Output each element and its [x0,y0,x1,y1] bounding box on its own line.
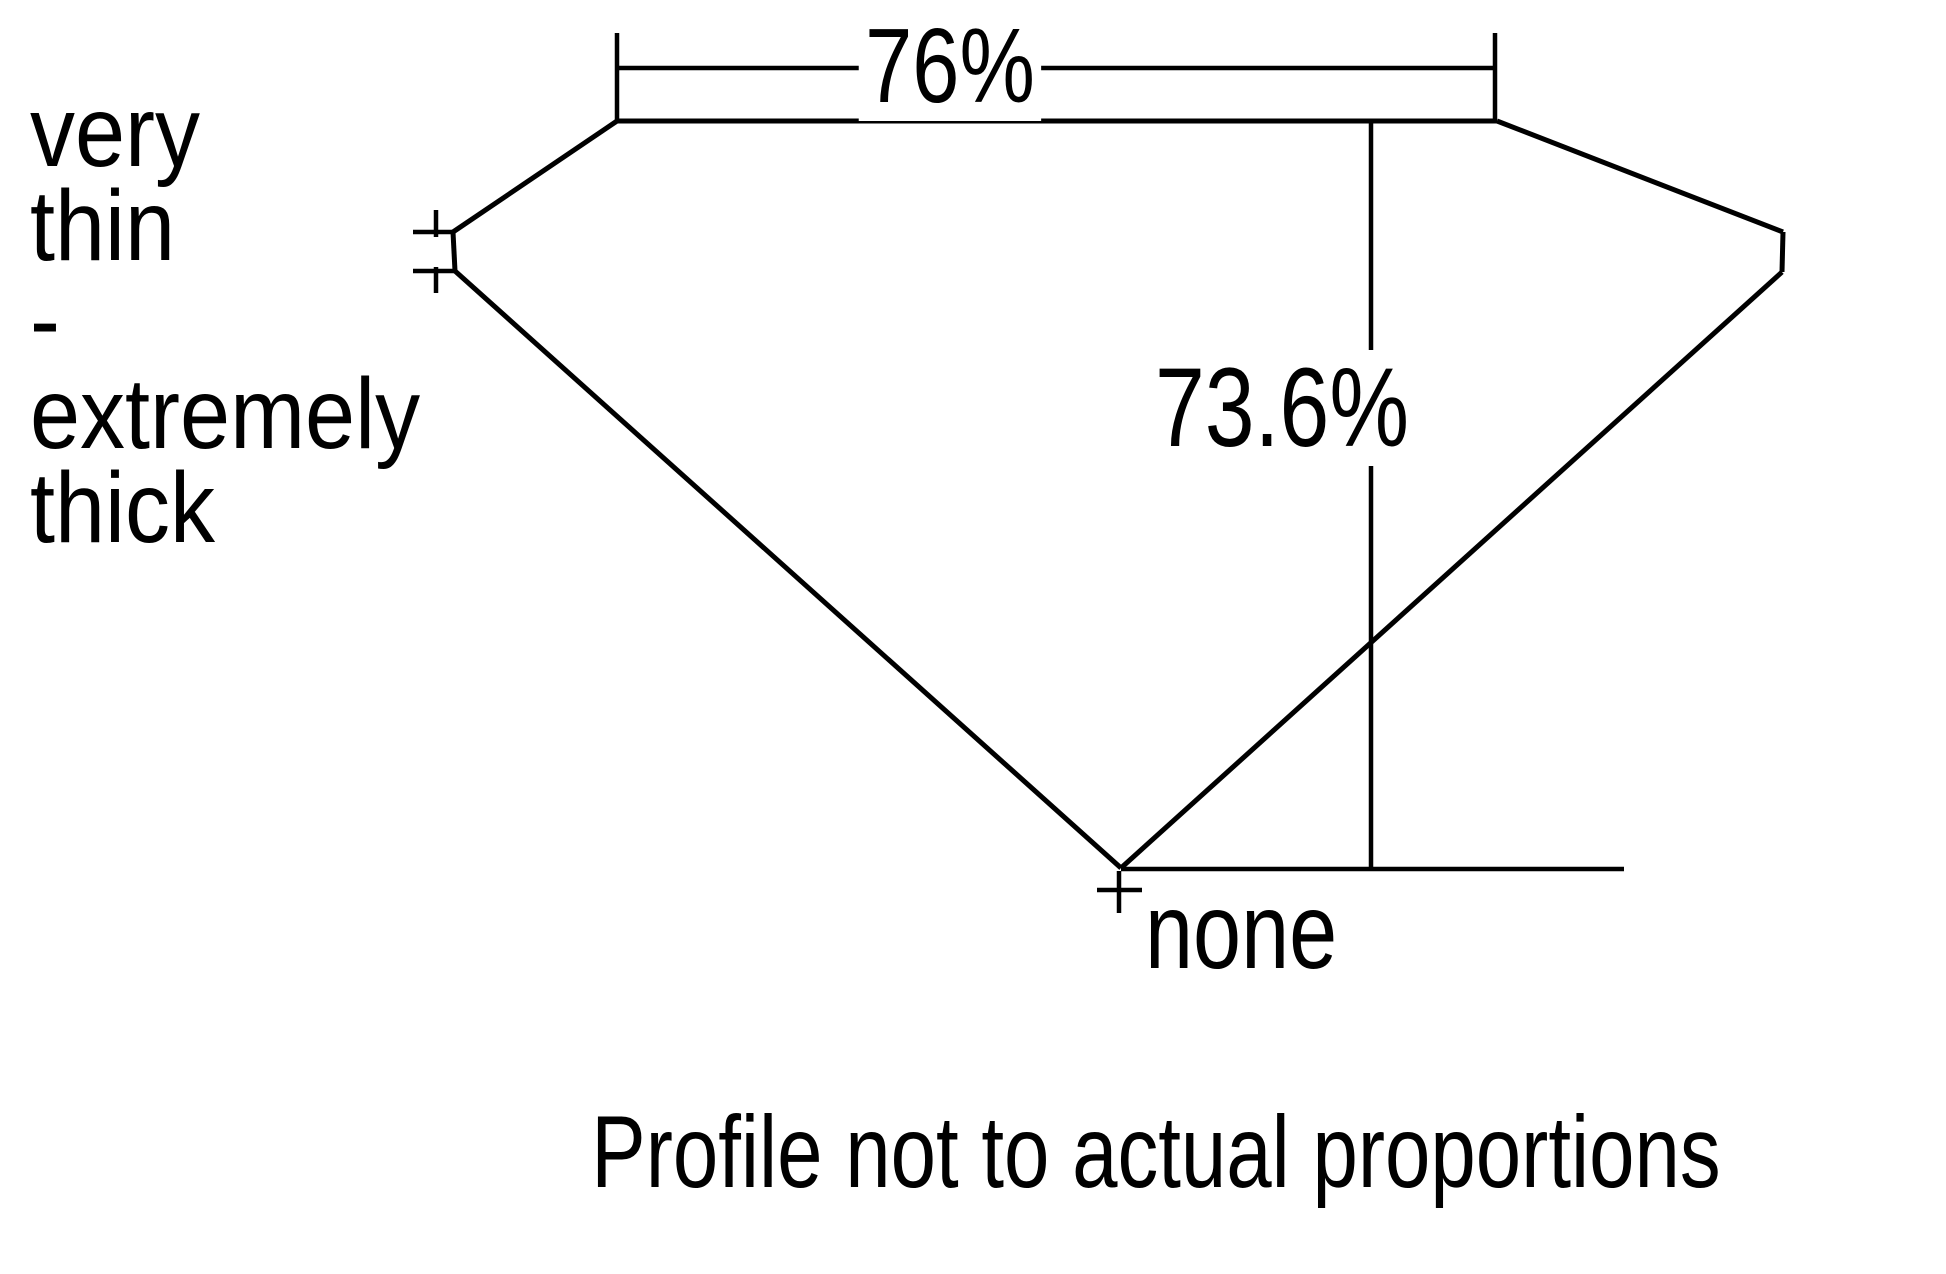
depth-percentage-value: 73.6% [1148,350,1416,466]
pavilion-left-line [453,269,1123,870]
girdle-thickness-line: - [30,264,60,376]
girdle-thickness-label: very thin - extremely thick [30,76,421,564]
girdle-thickness-line: very [30,76,201,188]
crown-facet-left-line [451,118,619,235]
girdle-right-edge-line [1779,231,1786,273]
diagram-caption: Profile not to actual proportions [591,1095,1721,1209]
culet-size-value: none [1145,870,1338,991]
girdle-left-edge-line [450,231,458,272]
table-percentage-value: 76% [858,11,1042,121]
girdle-thickness-line: extremely [30,358,421,470]
crown-facet-right-line [1496,118,1784,235]
pavilion-right-line [1119,270,1784,870]
girdle-thickness-line: thick [30,452,216,564]
girdle-thickness-line: thin [30,170,176,282]
